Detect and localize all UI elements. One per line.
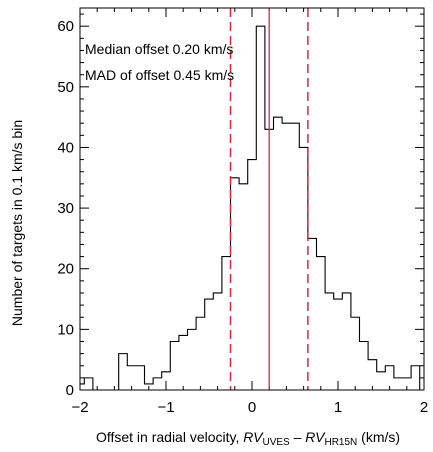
median-annotation: Median offset 0.20 km/s (85, 41, 233, 57)
x-axis-label-rv1: RV (243, 429, 264, 445)
x-axis-label-rv2: RV (305, 429, 326, 445)
y-tick-label: 0 (66, 382, 74, 399)
y-tick-label: 30 (57, 200, 74, 217)
x-axis-label: Offset in radial velocity, RVUVES – RVHR… (96, 429, 400, 448)
y-tick-label: 40 (57, 139, 74, 156)
x-tick-label: −2 (71, 399, 88, 416)
histogram-series (80, 25, 424, 391)
y-tick-label: 10 (57, 321, 74, 338)
y-tick-label: 50 (57, 79, 74, 96)
reference-lines (229, 8, 309, 390)
x-axis-label-sub2: HR15N (324, 437, 357, 448)
x-axis-label-sub1: UVES (262, 437, 290, 448)
y-tick-label: 20 (57, 261, 74, 278)
x-axis-label-suffix: (km/s) (357, 429, 400, 445)
plot-frame (79, 7, 425, 391)
ticks (79, 8, 425, 391)
y-tick-label: 60 (57, 18, 74, 35)
y-axis-label: Number of targets in 0.1 km/s bin (9, 120, 25, 326)
x-tick-label: −1 (157, 399, 174, 416)
x-axis-label-prefix: Offset in radial velocity, (96, 429, 243, 445)
x-tick-label: 2 (420, 399, 428, 416)
mad-annotation: MAD of offset 0.45 km/s (85, 67, 234, 83)
x-axis-label-minus: – (290, 429, 306, 445)
x-tick-label: 1 (334, 399, 342, 416)
x-tick-label: 0 (248, 399, 256, 416)
